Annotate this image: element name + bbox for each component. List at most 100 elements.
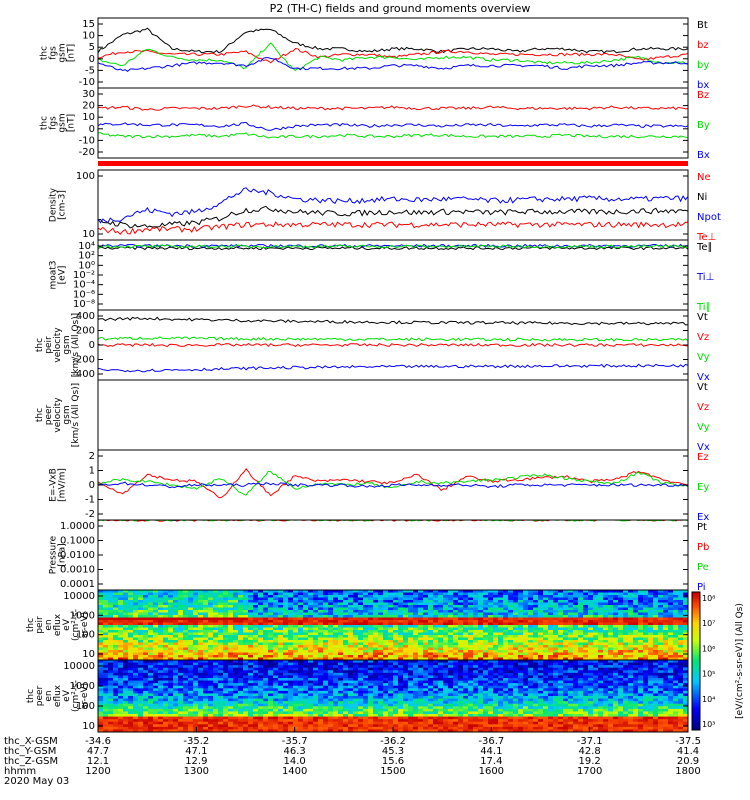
spectrogram-cell — [103, 703, 109, 707]
y-axis-label-line: (cm²-s- — [71, 609, 81, 641]
spectrogram-cell — [298, 706, 304, 710]
y-axis-label-line: [nPa] — [58, 543, 68, 566]
spectrogram-cell — [358, 652, 364, 656]
spectrogram-cell — [458, 640, 464, 643]
spectrogram-cell — [548, 602, 554, 606]
spectrogram-cell — [418, 590, 424, 593]
spectrogram-cell — [173, 672, 179, 676]
spectrogram-cell — [158, 719, 164, 723]
spectrogram-cell — [168, 617, 174, 621]
spectrogram-cell — [328, 675, 334, 679]
spectrogram-cell — [108, 640, 114, 643]
spectrogram-cell — [233, 670, 239, 674]
spectrogram-cell — [328, 637, 334, 641]
spectrogram-cell — [253, 693, 259, 697]
spectrogram-cell — [178, 680, 184, 684]
spectrogram-cell — [248, 711, 254, 715]
spectrogram-cell — [288, 690, 294, 694]
spectrogram-cell — [463, 595, 469, 598]
spectrogram-cell — [568, 650, 574, 653]
spectrogram-cell — [268, 729, 274, 733]
spectrogram-cell — [178, 662, 184, 666]
spectrogram-cell — [593, 602, 599, 606]
spectrogram-cell — [138, 647, 144, 651]
spectrogram-cell — [538, 597, 544, 601]
spectrogram-cell — [543, 602, 549, 606]
spectrogram-cell — [303, 670, 309, 674]
spectrogram-cell — [673, 652, 679, 656]
spectrogram-cell — [148, 657, 154, 661]
spectrogram-cell — [133, 630, 139, 633]
spectrogram-cell — [203, 683, 209, 687]
spectrogram-cell — [183, 610, 189, 613]
spectrogram-cell — [303, 690, 309, 694]
spectrogram-cell — [243, 610, 249, 613]
spectrogram-cell — [668, 592, 674, 596]
spectrogram-cell — [553, 652, 559, 656]
spectrogram-cell — [588, 615, 594, 618]
spectrogram-cell — [648, 627, 654, 631]
spectrogram-cell — [258, 627, 264, 631]
spectrogram-cell — [108, 729, 114, 733]
spectrogram-cell — [448, 592, 454, 596]
spectrogram-cell — [358, 597, 364, 601]
spectrogram-cell — [163, 620, 169, 623]
spectrogram-cell — [253, 592, 259, 596]
spectrogram-cell — [313, 690, 319, 694]
spectrogram-cell — [483, 600, 489, 603]
spectrogram-cell — [178, 716, 184, 720]
spectrogram-cell — [163, 592, 169, 596]
spectrogram-cell — [638, 657, 644, 661]
spectrogram-cell — [158, 655, 164, 658]
spectrogram-cell — [148, 625, 154, 628]
spectrogram-cell — [163, 645, 169, 648]
spectrogram-cell — [223, 617, 229, 621]
spectrogram-cell — [493, 592, 499, 596]
legend-entry: Bx — [697, 150, 710, 161]
spectrogram-cell — [403, 627, 409, 631]
spectrogram-cell — [503, 637, 509, 641]
spectrogram-cell — [178, 708, 184, 712]
spectrogram-cell — [128, 640, 134, 643]
spectrogram-cell — [448, 597, 454, 601]
spectrogram-cell — [423, 622, 429, 626]
spectrogram-cell — [108, 597, 114, 601]
spectrogram-cell — [543, 620, 549, 623]
spectrogram-cell — [333, 622, 339, 626]
spectrogram-cell — [443, 607, 449, 611]
spectrogram-cell — [513, 600, 519, 603]
spectrogram-cell — [148, 662, 154, 666]
spectrogram-cell — [498, 635, 504, 638]
spectrogram-cell — [203, 612, 209, 616]
spectrogram-cell — [198, 602, 204, 606]
spectrogram-cell — [638, 650, 644, 653]
spectrogram-cell — [383, 657, 389, 661]
spectrogram-cell — [133, 665, 139, 669]
spectrogram-cell — [98, 703, 104, 707]
spectrogram-cell — [138, 670, 144, 674]
spectrogram-cell — [553, 635, 559, 638]
spectrogram-cell — [163, 685, 169, 689]
spectrogram-cell — [443, 605, 449, 608]
spectrogram-cell — [293, 701, 299, 705]
spectrogram-cell — [163, 672, 169, 676]
spectrogram-cell — [498, 632, 504, 636]
spectrogram-cell — [108, 635, 114, 638]
spectrogram-cell — [248, 657, 254, 661]
spectrogram-cell — [353, 615, 359, 618]
spectrogram-cell — [193, 645, 199, 648]
spectrogram-cell — [478, 630, 484, 633]
spectrogram-cell — [178, 721, 184, 725]
spectrogram-cell — [173, 590, 179, 593]
spectrogram-cell — [168, 708, 174, 712]
spectrogram-cell — [528, 647, 534, 651]
spectrogram-cell — [353, 605, 359, 608]
spectrogram-cell — [323, 711, 329, 715]
spectrogram-cell — [203, 595, 209, 598]
spectrogram-cell — [403, 597, 409, 601]
spectrogram-cell — [468, 650, 474, 653]
spectrogram-cell — [553, 590, 559, 593]
spectrogram-cell — [158, 625, 164, 628]
spectrogram-cell — [668, 602, 674, 606]
spectrogram-cell — [543, 652, 549, 656]
